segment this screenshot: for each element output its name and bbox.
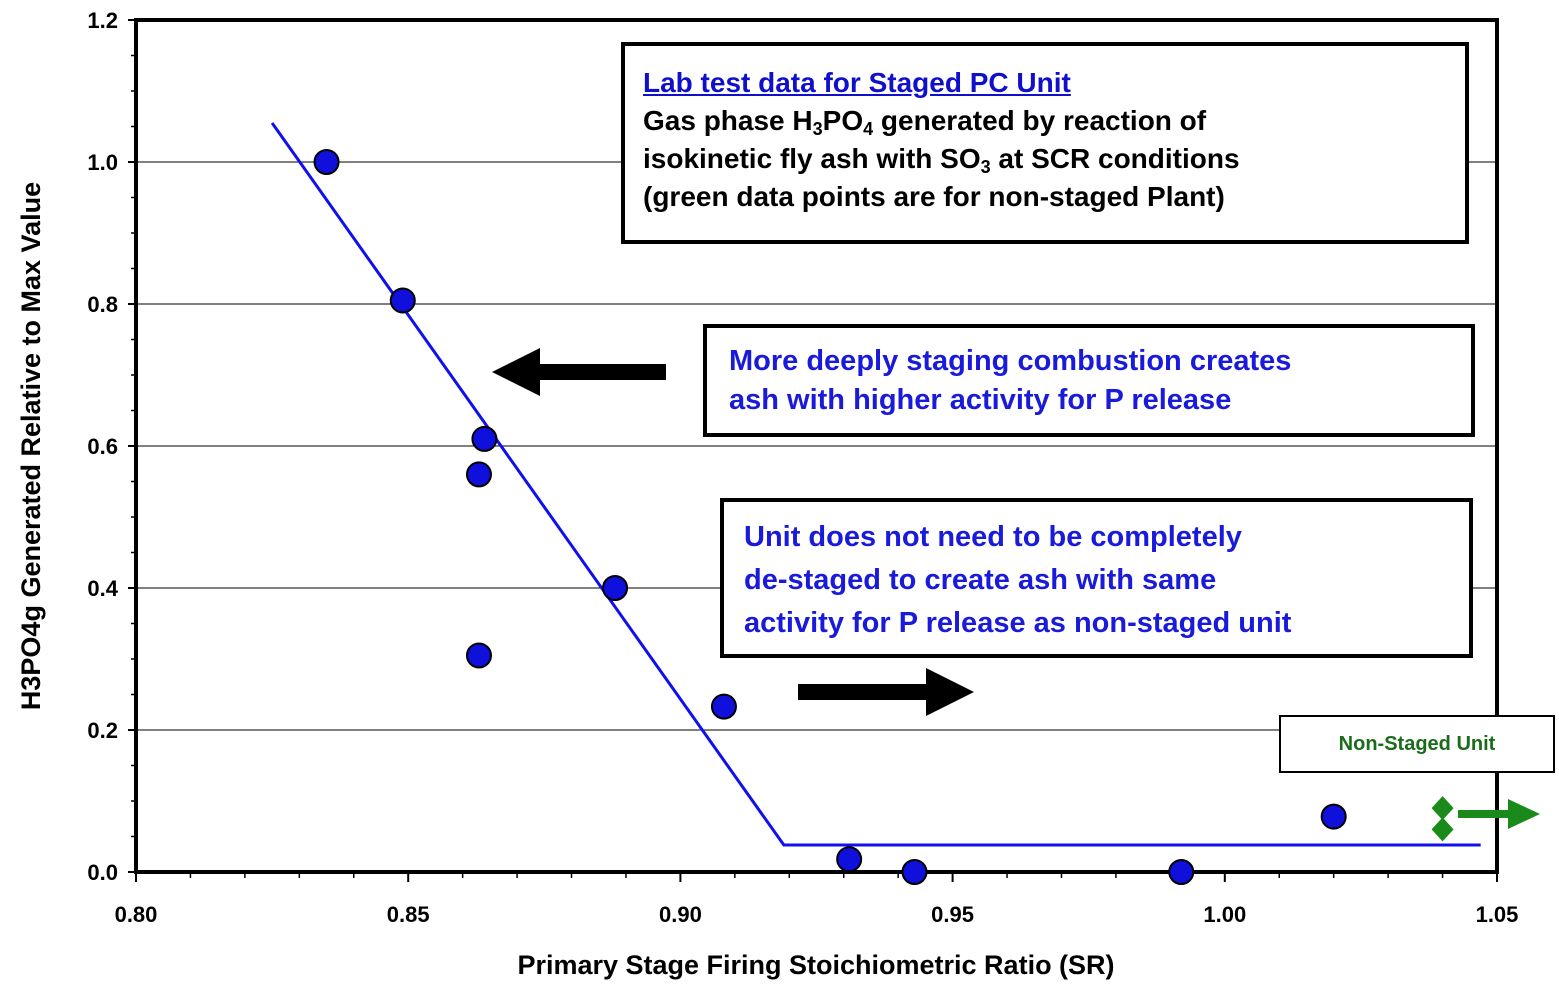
data-point (602, 575, 629, 601)
data-point (836, 846, 863, 873)
left-arrow (492, 348, 666, 396)
destaging-line-1: Unit does not need to be completely (744, 521, 1242, 553)
x-tick-label: 1.00 (1203, 902, 1246, 927)
x-tick-label: 0.90 (659, 902, 702, 927)
x-tick-label: 0.80 (115, 902, 158, 927)
x-tick-label: 0.95 (931, 902, 974, 927)
destaging-annotation-box: Unit does not need to be completely de-s… (720, 498, 1473, 658)
destaging-line-3: activity for P release as non-staged uni… (744, 607, 1292, 639)
y-tick-label: 1.0 (87, 150, 118, 175)
y-tick-label: 0.4 (87, 576, 118, 601)
y-tick-label: 1.2 (87, 8, 118, 33)
x-axis-ticks: 0.80 0.85 0.90 0.95 1.00 1.05 (115, 872, 1519, 927)
x-axis-title: Primary Stage Firing Stoichiometric Rati… (517, 950, 1114, 980)
data-point (465, 642, 492, 669)
lab-test-line-2: isokinetic fly ash with SO3 at SCR condi… (643, 143, 1240, 177)
lab-test-annotation-box: Lab test data for Staged PC Unit Gas pha… (621, 42, 1469, 244)
lab-test-line-3: (green data points are for non-staged Pl… (643, 181, 1225, 212)
data-point (389, 287, 416, 314)
data-point (471, 425, 498, 452)
y-tick-label: 0.8 (87, 292, 118, 317)
x-tick-label: 1.05 (1476, 902, 1519, 927)
data-point (1168, 859, 1195, 885)
destaging-line-2: de-staged to create ash with same (744, 564, 1217, 596)
data-point (465, 461, 492, 488)
y-tick-label: 0.6 (87, 434, 118, 459)
data-point (901, 859, 928, 885)
data-points (313, 149, 1454, 885)
y-tick-label: 0.0 (87, 860, 118, 885)
data-point (313, 149, 340, 175)
data-point (1320, 803, 1347, 830)
staging-line-1: More deeply staging combustion creates (729, 345, 1292, 377)
lab-test-line-1: Gas phase H3PO4 generated by reaction of (643, 105, 1207, 139)
data-point (710, 693, 737, 720)
staging-annotation-box: More deeply staging combustion creates a… (703, 324, 1475, 437)
right-arrow (798, 668, 974, 716)
trend-line (270, 122, 1481, 847)
green-arrow (1458, 799, 1540, 829)
non-staged-unit-label: Non-Staged Unit (1279, 715, 1555, 773)
y-axis-ticks: 0.0 0.2 0.4 0.6 0.8 1.0 1.2 (87, 8, 136, 885)
green-data-point (1431, 817, 1454, 842)
minor-ticks (131, 54, 1444, 878)
green-data-point (1431, 796, 1454, 821)
x-tick-label: 0.85 (387, 902, 430, 927)
lab-test-title-link[interactable]: Lab test data for Staged PC Unit (643, 67, 1071, 98)
y-tick-label: 0.2 (87, 718, 118, 743)
staging-line-2: ash with higher activity for P release (729, 384, 1232, 416)
y-axis-title: H3PO4g Generated Relative to Max Value (16, 182, 46, 710)
